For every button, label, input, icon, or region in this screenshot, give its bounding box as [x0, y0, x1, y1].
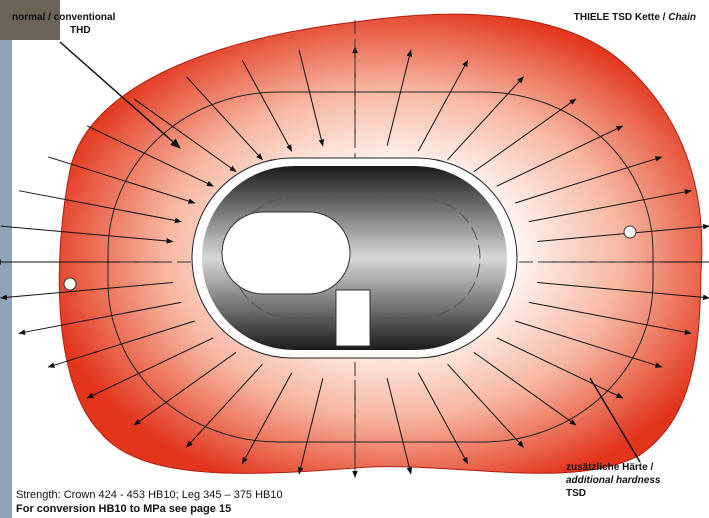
- diagram: normal / conventional THD THIELE TSD Ket…: [0, 0, 709, 518]
- footer-conversion: For conversion HB10 to MPa see page 15: [16, 503, 231, 515]
- label: TSD: [566, 488, 586, 499]
- footer-strength: Strength: Crown 424 - 453 HB10; Leg 345 …: [16, 489, 283, 501]
- label: THD: [70, 25, 91, 36]
- photo-edge: [0, 0, 12, 518]
- link-hole: [222, 212, 350, 294]
- label: THIELE TSD Kette / Chain: [574, 12, 696, 23]
- label: additional hardness: [566, 475, 661, 486]
- page: {"labels": { "left_top": ["normal / conv…: [0, 0, 709, 518]
- label: normal / conventional: [12, 12, 116, 23]
- plus-marker: [64, 278, 76, 290]
- label-italic: Chain: [668, 12, 696, 23]
- weld-area: [336, 290, 370, 346]
- plus-marker: [624, 226, 636, 238]
- label: zusätzliche Härte /: [566, 462, 653, 473]
- label-text: THIELE TSD Kette /: [574, 12, 668, 23]
